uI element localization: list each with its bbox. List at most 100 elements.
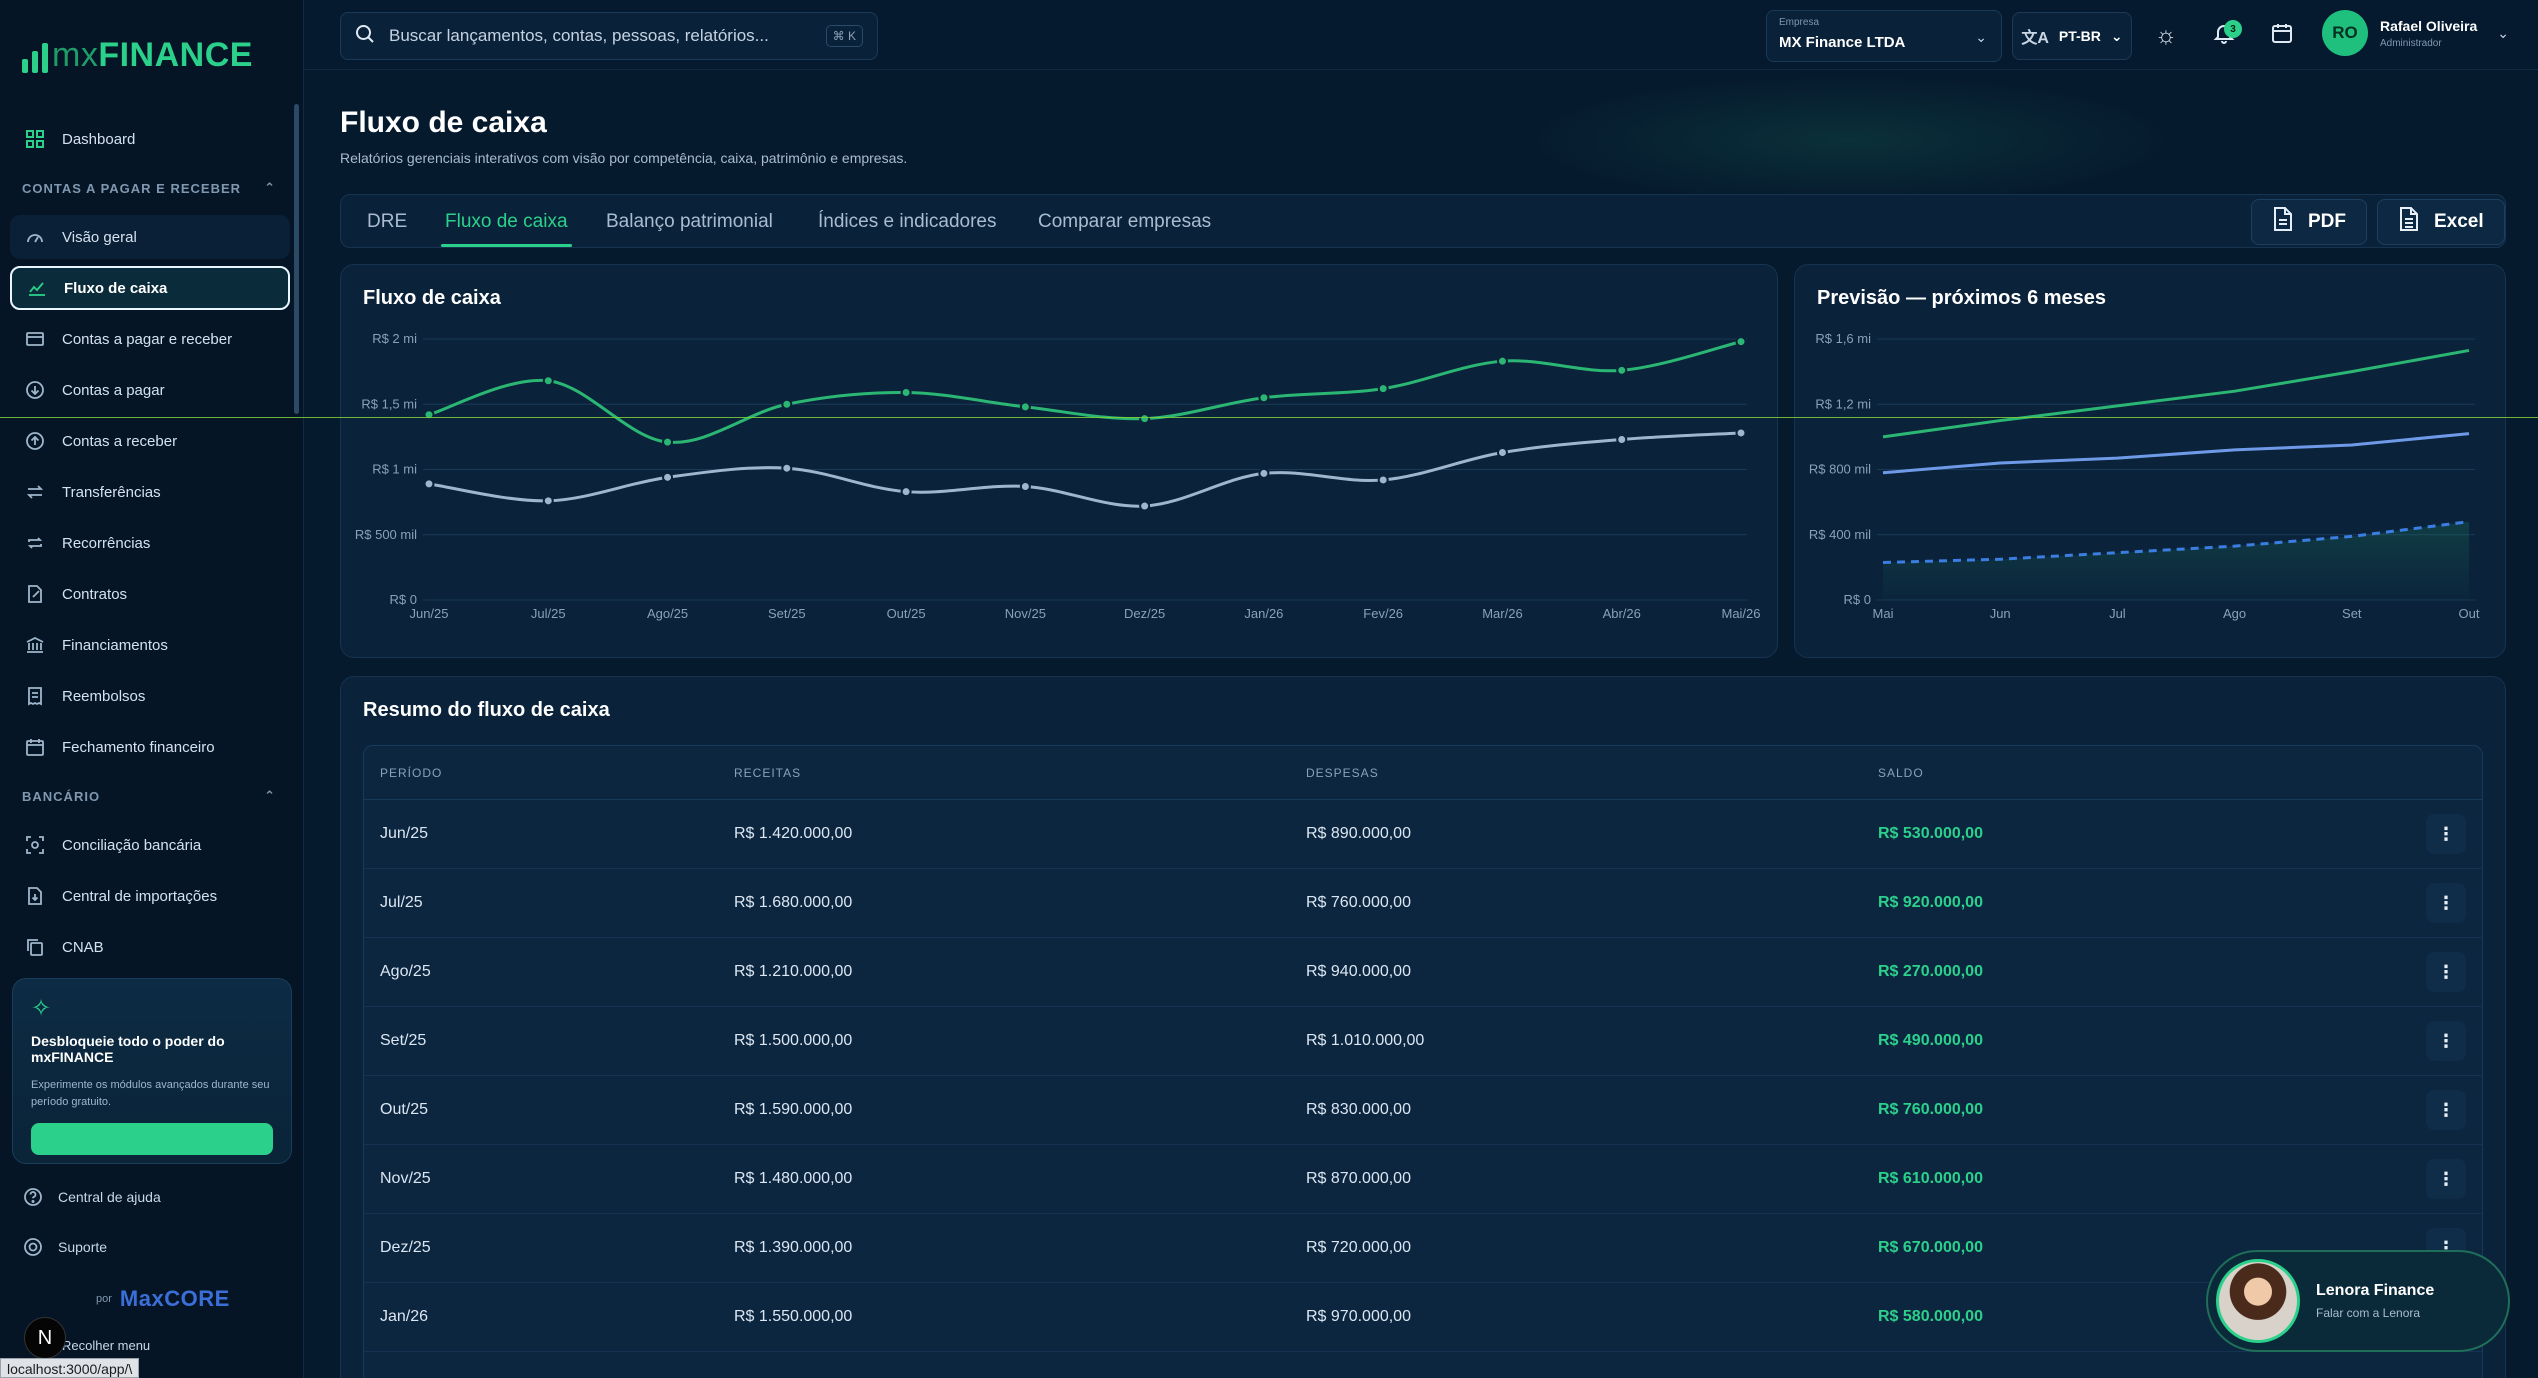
collapse-menu-button[interactable]: Recolher menu: [62, 1338, 151, 1353]
promo-button[interactable]: [31, 1123, 273, 1155]
search-bar[interactable]: ⌘ K: [340, 12, 878, 60]
sidebar-item-cnab[interactable]: CNAB: [10, 925, 290, 969]
company-select[interactable]: Empresa MX Finance LTDA ⌄: [1766, 10, 2002, 62]
data-point: [1496, 447, 1508, 459]
table-row[interactable]: Dez/25 R$ 1.390.000,00 R$ 720.000,00 R$ 670…: [364, 1214, 2482, 1283]
support-link[interactable]: Suporte: [22, 1236, 107, 1258]
envelope-icon: [24, 328, 46, 350]
sidebar-item-contas-a-pagar-e-receber[interactable]: Contas a pagar e receber: [10, 317, 290, 361]
data-point: [423, 478, 435, 490]
cell-receitas: R$ 1.390.000,00: [734, 1239, 853, 1256]
section-header-contas[interactable]: CONTAS A PAGAR E RECEBER ⌃: [10, 168, 290, 208]
cell-receitas: R$ 1.550.000,00: [734, 1308, 853, 1325]
theme-toggle-button[interactable]: ☼: [2142, 12, 2190, 60]
promo-title: Desbloqueie todo o poder do mxFINANCE: [31, 1033, 225, 1065]
export-excel-button[interactable]: Excel: [2377, 199, 2505, 245]
table-row[interactable]: Out/25 R$ 1.590.000,00 R$ 830.000,00 R$ 760…: [364, 1076, 2482, 1145]
sidebar-item-financiamentos[interactable]: Financiamentos: [10, 623, 290, 667]
table-row[interactable]: Nov/25 R$ 1.480.000,00 R$ 870.000,00 R$ 610…: [364, 1145, 2482, 1214]
import-icon: [24, 885, 46, 907]
x-tick-label: Out/25: [887, 606, 926, 621]
row-menu-icon[interactable]: ⋮: [2426, 952, 2466, 992]
tab-indices-indicadores[interactable]: Índices e indicadores: [818, 211, 997, 232]
header-despesas[interactable]: DESPESAS: [1306, 765, 1379, 780]
help-center-link[interactable]: Central de ajuda: [22, 1186, 161, 1208]
export-pdf-button[interactable]: PDF: [2251, 199, 2367, 245]
sidebar-item-central-de-importacoes[interactable]: Central de importações: [10, 874, 290, 918]
calendar-button[interactable]: [2258, 12, 2306, 60]
header-receitas[interactable]: RECEITAS: [734, 765, 802, 780]
sidebar-item-visao-geral[interactable]: Visão geral: [10, 215, 290, 259]
data-point: [542, 375, 554, 387]
cell-periodo: Jul/25: [380, 894, 423, 911]
table-row[interactable]: Ago/25 R$ 1.210.000,00 R$ 940.000,00 R$ 270…: [364, 938, 2482, 1007]
sidebar-item-contratos[interactable]: Contratos: [10, 572, 290, 616]
nextjs-dev-icon[interactable]: N: [24, 1317, 66, 1359]
sidebar-item-reembolsos[interactable]: Reembolsos: [10, 674, 290, 718]
row-menu-icon[interactable]: ⋮: [2426, 1021, 2466, 1061]
header-saldo[interactable]: SALDO: [1878, 765, 1924, 780]
notification-count: 3: [2224, 20, 2242, 38]
assistant-widget[interactable]: Lenora Finance Falar com a Lenora: [2206, 1250, 2510, 1352]
language-value: PT-BR: [2058, 28, 2101, 44]
copy-icon: [24, 936, 46, 958]
sparkle-icon: ✧: [31, 995, 52, 1022]
sidebar-item-conciliacao-bancaria[interactable]: Conciliação bancária: [10, 823, 290, 867]
sidebar-item-transferencias[interactable]: Transferências: [10, 470, 290, 514]
sidebar-item-contas-a-receber[interactable]: Contas a receber: [10, 419, 290, 463]
tab-comparar-empresas[interactable]: Comparar empresas: [1038, 211, 1212, 232]
data-point: [781, 398, 793, 410]
data-point: [423, 409, 435, 421]
data-point: [1496, 355, 1508, 367]
series-line: [428, 340, 1742, 444]
tab-balanco-patrimonial[interactable]: Balanço patrimonial: [606, 211, 773, 232]
data-point: [1139, 413, 1151, 425]
cell-despesas: R$ 1.010.000,00: [1306, 1032, 1425, 1049]
logo[interactable]: mxFINANCE: [22, 30, 253, 80]
row-menu-icon[interactable]: ⋮: [2426, 1159, 2466, 1199]
tab-fluxo-de-caixa[interactable]: Fluxo de caixa: [441, 195, 572, 249]
user-menu[interactable]: RO Rafael Oliveira Administrador ⌄: [2322, 10, 2509, 56]
repeat-icon: [24, 532, 46, 554]
arrow-down-circle-icon: [24, 379, 46, 401]
language-select[interactable]: 文A PT-BR ⌄: [2012, 12, 2132, 60]
search-input[interactable]: [389, 26, 812, 46]
sidebar-item-dashboard[interactable]: Dashboard: [10, 117, 290, 161]
assistant-avatar: [2216, 1259, 2300, 1343]
contas-list: Visão geral Fluxo de caixa Contas a pagar …: [10, 215, 290, 769]
cell-despesas: R$ 760.000,00: [1306, 894, 1411, 911]
x-tick-label: Jul/25: [531, 606, 566, 621]
sidebar-item-label: Contratos: [62, 585, 128, 603]
table-row[interactable]: Jun/25 R$ 1.420.000,00 R$ 890.000,00 R$ 530…: [364, 800, 2482, 869]
sidebar-scrollbar[interactable]: [294, 104, 299, 414]
tab-dre[interactable]: DRE: [367, 211, 408, 232]
sidebar-item-label: Central de importações: [62, 887, 218, 905]
cell-receitas: R$ 1.680.000,00: [734, 894, 853, 911]
table-row[interactable]: Jul/25 R$ 1.680.000,00 R$ 760.000,00 R$ 920…: [364, 869, 2482, 938]
sidebar-item-label: CNAB: [62, 938, 104, 956]
series-line: [1882, 348, 2470, 439]
user-role: Administrador: [2380, 37, 2442, 49]
sidebar-item-contas-a-pagar[interactable]: Contas a pagar: [10, 368, 290, 412]
row-menu-icon[interactable]: ⋮: [2426, 814, 2466, 854]
section-header-bancario[interactable]: BANCÁRIO ⌃: [10, 776, 290, 816]
section-label: CONTAS A PAGAR E RECEBER: [22, 180, 242, 196]
sidebar-item-fechamento-financeiro[interactable]: Fechamento financeiro: [10, 725, 290, 769]
cell-periodo: Ago/25: [380, 963, 431, 980]
sidebar-item-recorrencias[interactable]: Recorrências: [10, 521, 290, 565]
header-periodo[interactable]: PERÍODO: [380, 765, 443, 780]
sidebar-item-label: Reembolsos: [62, 687, 146, 705]
row-menu-icon[interactable]: ⋮: [2426, 1090, 2466, 1130]
sidebar-item-fluxo-de-caixa[interactable]: Fluxo de caixa: [10, 266, 290, 310]
x-tick-label: Dez/25: [1124, 606, 1165, 621]
table-row[interactable]: Set/25 R$ 1.500.000,00 R$ 1.010.000,00 R$ 4…: [364, 1007, 2482, 1076]
sidebar-item-label: Contas a pagar: [62, 381, 165, 399]
data-point: [1735, 336, 1747, 348]
table-row[interactable]: Jan/26 R$ 1.550.000,00 R$ 970.000,00 R$ 580…: [364, 1283, 2482, 1352]
notifications-button[interactable]: 3: [2200, 12, 2248, 60]
row-menu-icon[interactable]: ⋮: [2426, 883, 2466, 923]
cell-saldo: R$ 530.000,00: [1878, 825, 1983, 842]
sidebar-item-label: Fluxo de caixa: [64, 279, 168, 297]
x-tick-label: Ago: [2223, 606, 2246, 621]
data-point: [542, 495, 554, 507]
